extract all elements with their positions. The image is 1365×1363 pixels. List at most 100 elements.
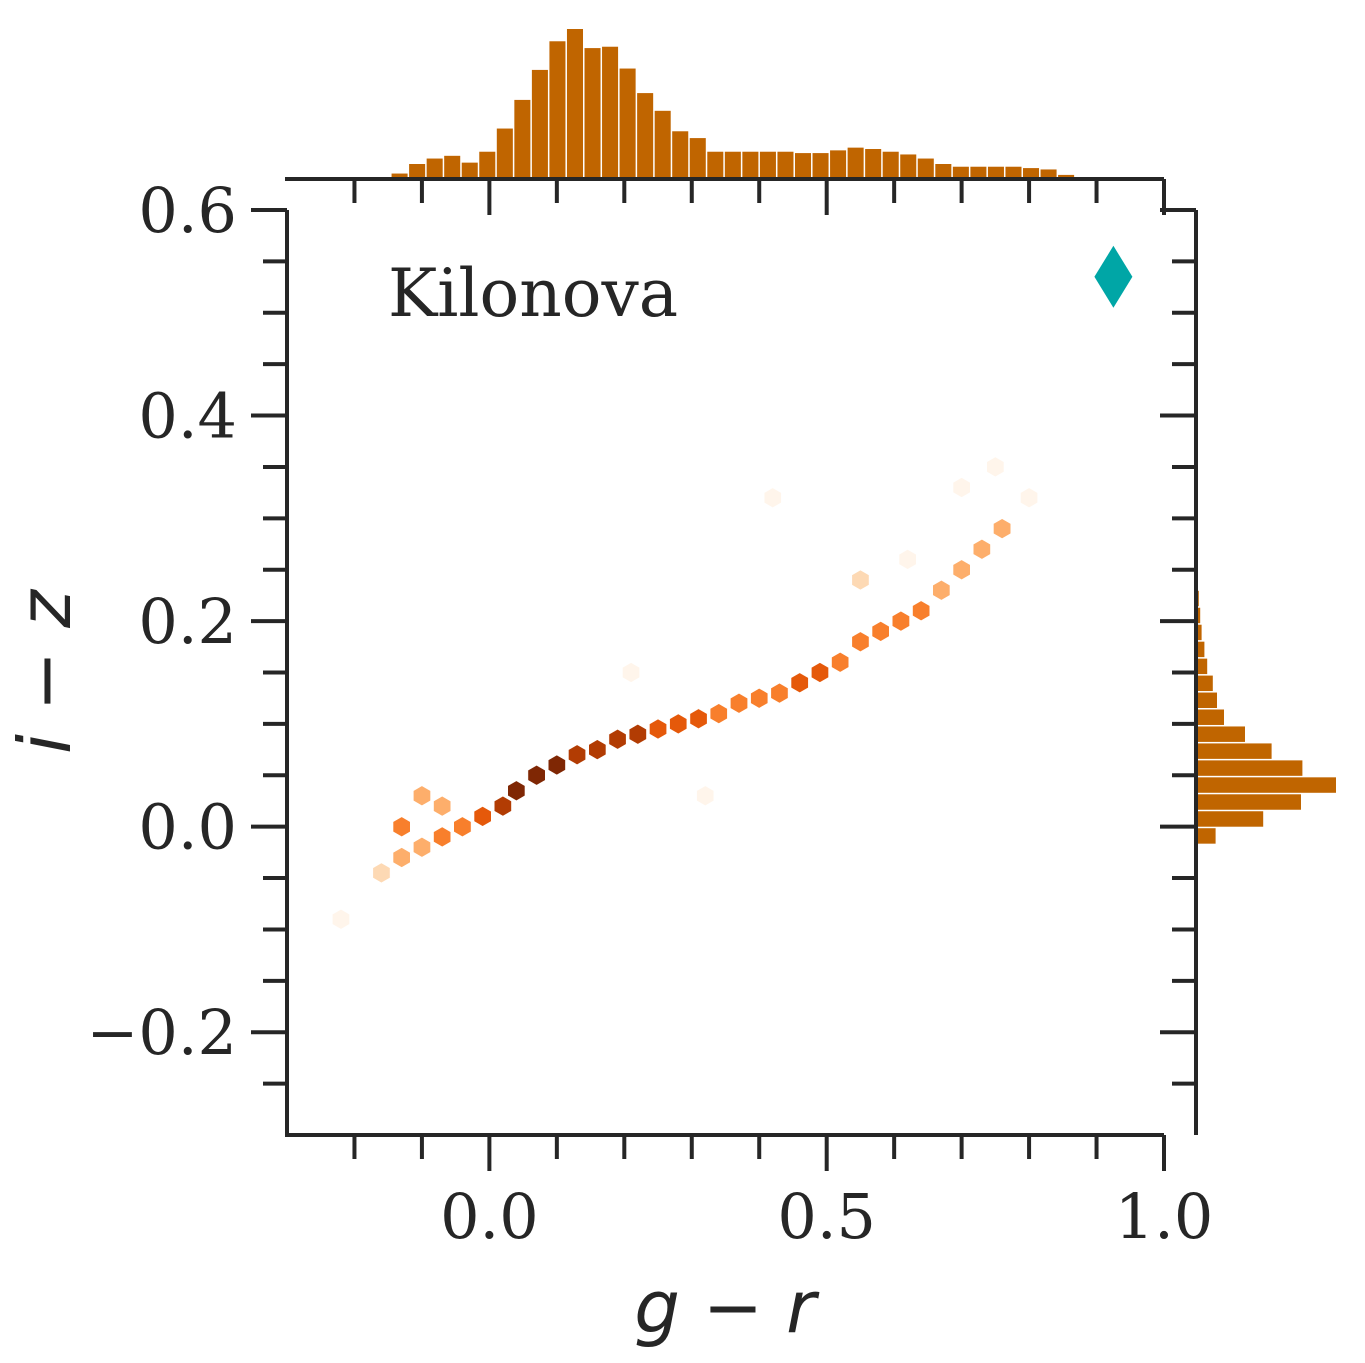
top-marginal-histogram: [391, 29, 1075, 180]
hexbin-cell: [493, 795, 512, 817]
top-histogram-bar: [1040, 169, 1057, 179]
hexbin-cell: [851, 631, 870, 653]
top-histogram-bar: [391, 173, 408, 179]
x-tick-label: 1.0: [1115, 1180, 1214, 1253]
top-histogram-bar: [917, 158, 934, 179]
top-histogram-bar: [672, 131, 689, 179]
hexbin-cell: [730, 692, 748, 714]
right-histogram-bar: [1196, 794, 1301, 810]
hexbin-cell: [628, 723, 647, 745]
top-histogram-bar: [689, 138, 706, 179]
hexbin-cell: [993, 518, 1012, 539]
top-histogram-bar: [1023, 168, 1040, 179]
top-histogram-bar: [707, 151, 724, 179]
top-histogram-bar: [812, 153, 829, 179]
hexbin-cell: [547, 754, 566, 776]
top-histogram-bar: [426, 158, 443, 179]
right-histogram-bar: [1196, 658, 1208, 675]
tick-marks: [251, 179, 1196, 1171]
top-histogram-bar: [1005, 166, 1022, 179]
y-axis-label: i − z: [3, 588, 87, 754]
hexbin-cell: [750, 687, 769, 709]
hexbin-cell: [689, 708, 708, 730]
hexbin-cell: [831, 651, 850, 673]
hexbin-cell: [413, 785, 431, 807]
hexbin-cell: [392, 847, 411, 868]
top-histogram-bar: [479, 151, 496, 179]
top-histogram-bar: [549, 41, 566, 179]
hexbin-cell: [1020, 487, 1038, 509]
hexbin-cell: [972, 538, 991, 560]
y-tick-labels: −0.2 0.0 0.2 0.4 0.6: [86, 174, 237, 1069]
right-histogram-bar: [1196, 726, 1245, 742]
top-histogram-bar: [654, 110, 671, 179]
right-histogram-bar: [1196, 607, 1201, 624]
top-histogram-bar: [514, 99, 531, 179]
hexbin-cell: [898, 549, 917, 570]
hexbin-cell: [770, 682, 789, 704]
x-tick-label: 0.5: [777, 1180, 876, 1253]
top-histogram-bar: [531, 69, 548, 179]
right-histogram-bar: [1196, 709, 1224, 725]
hexbin-cell: [932, 579, 951, 601]
hexbin-cell: [912, 600, 931, 622]
right-histogram-bar: [1196, 675, 1213, 692]
x-tick-labels: 0.0 0.5 1.0: [440, 1180, 1213, 1253]
top-histogram-bar: [496, 128, 513, 179]
hexbin-cell: [952, 559, 971, 581]
top-histogram-bar: [1058, 174, 1075, 179]
hexbin-cell: [986, 456, 1005, 478]
hexbin-cell: [433, 826, 452, 848]
top-histogram-bar: [987, 166, 1004, 179]
top-histogram-bar: [619, 68, 636, 179]
y-tick-label: 0.2: [138, 585, 237, 658]
top-histogram-bar: [759, 151, 776, 179]
right-histogram-bar: [1196, 624, 1202, 641]
top-histogram-bar: [637, 93, 654, 179]
right-histogram-bar: [1196, 641, 1205, 658]
hexbin-cell: [649, 718, 667, 740]
hexbin-cell: [696, 785, 715, 807]
diamond-marker: [1094, 245, 1133, 308]
hexbin-cell: [473, 806, 492, 827]
hexbin-cell: [952, 477, 971, 498]
top-histogram-bar: [602, 46, 619, 180]
hexbin-cell: [811, 662, 829, 683]
top-histogram-bar: [444, 155, 461, 179]
right-marginal-histogram: [1196, 590, 1336, 844]
top-histogram-bar: [935, 164, 952, 179]
hexbin-cell: [372, 862, 391, 884]
hexbin-cell: [709, 703, 728, 724]
right-histogram-bar: [1196, 760, 1303, 776]
hexbin-cell: [453, 816, 472, 838]
y-tick-label: −0.2: [86, 996, 237, 1069]
top-histogram-bar: [865, 149, 882, 179]
hexbin-cell: [608, 728, 627, 750]
hexbin-density: [332, 456, 1038, 930]
right-histogram-bar: [1196, 743, 1272, 759]
top-histogram-bar: [970, 166, 987, 179]
top-histogram-bar: [742, 151, 759, 179]
top-histogram-bar: [566, 29, 584, 179]
top-histogram-bar: [952, 166, 969, 179]
y-tick-label: 0.6: [138, 174, 237, 247]
hexbin-cell: [433, 795, 452, 817]
top-histogram-bar: [724, 151, 741, 179]
hexbin-cell: [622, 662, 640, 683]
hexbin-cell: [891, 610, 910, 632]
hexbin-cell: [871, 621, 890, 642]
hexbin-cell: [392, 816, 411, 838]
right-histogram-bar: [1196, 777, 1336, 793]
x-axis-label: g − r: [634, 1265, 820, 1349]
top-histogram-bar: [584, 48, 601, 179]
right-histogram-bar: [1196, 692, 1217, 708]
top-histogram-bar: [777, 151, 794, 179]
hexbin-cell: [568, 744, 586, 766]
x-tick-label: 0.0: [440, 1180, 539, 1253]
top-histogram-bar: [847, 147, 864, 179]
y-tick-label: 0.0: [138, 791, 237, 864]
top-histogram-bar: [794, 153, 812, 179]
top-histogram-bar: [409, 164, 426, 179]
hexbin-cell: [332, 908, 350, 930]
